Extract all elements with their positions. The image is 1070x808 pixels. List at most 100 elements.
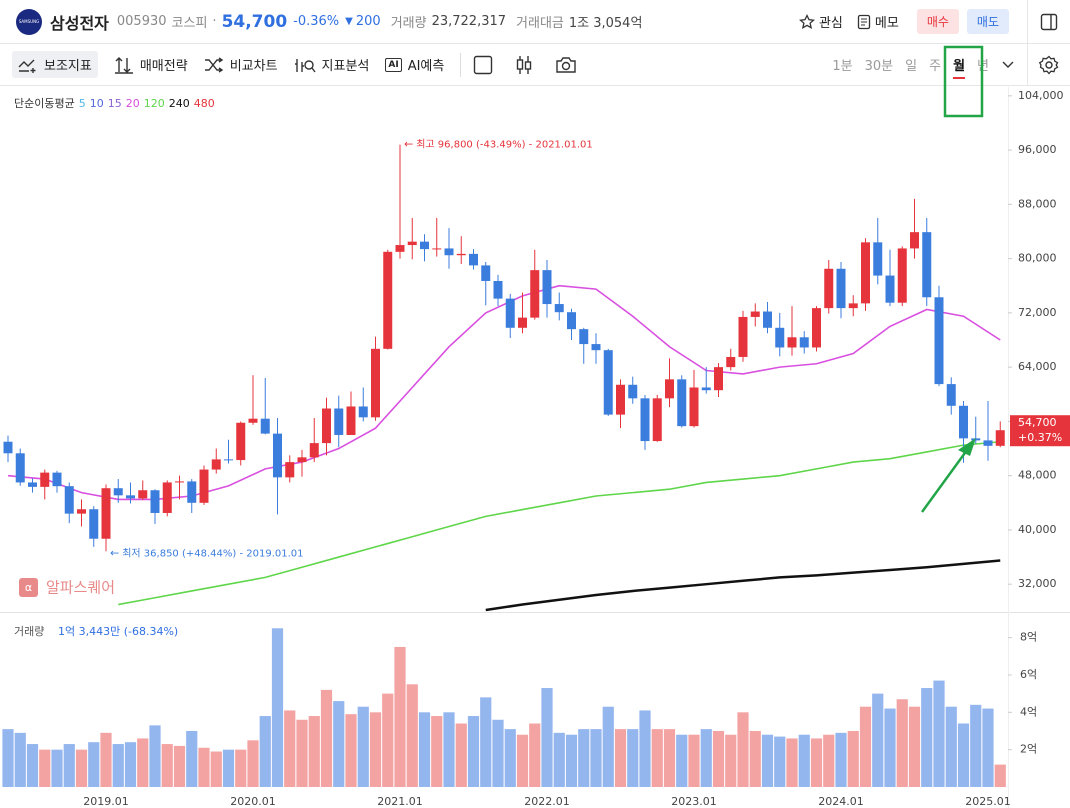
volume-bar bbox=[663, 729, 676, 787]
volume-bar bbox=[676, 734, 688, 787]
settings[interactable] bbox=[1039, 55, 1059, 75]
annotation-text: 최저 36,850 (+48.44%) - 2019.01.01 bbox=[122, 547, 303, 559]
candle-body bbox=[224, 459, 233, 461]
y-tick-label: 72,000 bbox=[1018, 306, 1057, 319]
watch-button[interactable]: 관심 bbox=[798, 12, 843, 31]
candle-body bbox=[530, 270, 540, 318]
volume-bar bbox=[14, 732, 26, 787]
x-tick-label: 2022.01 bbox=[524, 795, 570, 808]
memo-button[interactable]: 메모 bbox=[857, 12, 899, 31]
volume-bar bbox=[161, 744, 173, 787]
candle-body bbox=[885, 275, 895, 303]
volume-bar bbox=[63, 744, 75, 787]
y-tick-label: 48,000 bbox=[1018, 469, 1057, 482]
volume-bar bbox=[137, 738, 149, 787]
candle-body bbox=[211, 459, 221, 470]
candle-body bbox=[138, 490, 148, 499]
tool-candle[interactable] bbox=[515, 55, 539, 75]
tool-strategy[interactable]: 매매전략 bbox=[114, 55, 188, 74]
y-tick-label: 96,000 bbox=[1018, 143, 1057, 156]
candle-body bbox=[187, 481, 197, 503]
candle-body bbox=[726, 356, 736, 368]
candle-body bbox=[40, 472, 50, 487]
candle-body bbox=[677, 379, 687, 427]
volume-bar bbox=[737, 712, 749, 787]
candle-body bbox=[934, 297, 944, 385]
watermark-icon: α bbox=[25, 581, 32, 594]
candle-body bbox=[542, 270, 552, 305]
timeframe[interactable]: 일 bbox=[905, 59, 918, 74]
volume-bar bbox=[382, 693, 394, 787]
candle-body bbox=[273, 433, 282, 478]
volume-bar bbox=[186, 730, 198, 787]
tool-box[interactable] bbox=[473, 55, 499, 75]
timeframe[interactable]: 30분 bbox=[864, 59, 894, 74]
timeframe[interactable]: 1분 bbox=[832, 59, 853, 74]
volume-bar bbox=[467, 716, 480, 787]
volume-bar bbox=[884, 708, 896, 787]
tool-camera[interactable] bbox=[555, 56, 583, 74]
volume-bar bbox=[516, 734, 529, 787]
candle-body bbox=[199, 469, 209, 503]
volume-bar bbox=[529, 723, 541, 787]
volume-bar bbox=[504, 729, 516, 787]
timeframe[interactable]: 주 bbox=[929, 59, 942, 74]
candle-body bbox=[162, 482, 172, 513]
moving-average bbox=[485, 559, 1001, 612]
ma-legend-item: 10 bbox=[90, 97, 104, 110]
volume-bar bbox=[908, 706, 921, 787]
timeframe[interactable]: 월 bbox=[953, 55, 966, 79]
candle-body bbox=[836, 268, 846, 309]
volume-bar bbox=[614, 729, 627, 787]
tool-compare[interactable]: 비교차트 bbox=[204, 55, 278, 74]
candle-body bbox=[922, 232, 932, 298]
dropdown[interactable] bbox=[1001, 60, 1015, 70]
tool-ai[interactable]: AI AI예측 bbox=[385, 55, 444, 74]
candle-body bbox=[371, 348, 380, 418]
sell-button[interactable]: 매도 bbox=[966, 9, 1009, 34]
volume-bar bbox=[480, 697, 492, 787]
ma-legend: 단순이동평균 5 10 15 20 120 240 480 bbox=[14, 97, 215, 110]
y-tick-label: 64,000 bbox=[1018, 360, 1057, 373]
y-tick-label: 56,000 bbox=[1018, 414, 1057, 427]
candle-body bbox=[665, 379, 674, 399]
watch-text: 관심 bbox=[818, 16, 843, 31]
tool-indicator[interactable]: 보조지표 bbox=[12, 51, 98, 78]
volume-bar bbox=[565, 734, 578, 787]
volume-bar bbox=[443, 712, 455, 787]
moving-average bbox=[118, 440, 1001, 606]
candle-body bbox=[848, 303, 858, 309]
candle-body bbox=[995, 430, 1005, 446]
volume-bar bbox=[235, 749, 247, 787]
volume-tick-label: 2억 bbox=[1020, 743, 1037, 756]
candle-body bbox=[738, 316, 748, 357]
candle-body bbox=[910, 232, 919, 249]
volume-bar bbox=[798, 734, 810, 787]
candle-body bbox=[505, 298, 515, 328]
volume-bar bbox=[774, 736, 786, 787]
volume-bar bbox=[296, 719, 308, 787]
candle-body bbox=[64, 486, 74, 514]
candle-body bbox=[763, 311, 772, 328]
volume-bar bbox=[124, 742, 137, 787]
candle-body bbox=[260, 418, 270, 434]
change-arrow: ▼ bbox=[345, 16, 353, 27]
volume-bar bbox=[590, 729, 602, 787]
ma-legend-item: 20 bbox=[126, 97, 140, 110]
volume-bar bbox=[810, 738, 823, 787]
panel-button[interactable] bbox=[1040, 13, 1058, 31]
buy-button[interactable]: 매수 bbox=[916, 9, 959, 34]
volume-bar bbox=[26, 744, 39, 787]
timeframe[interactable]: 년 bbox=[977, 59, 989, 74]
volume-bar bbox=[418, 712, 431, 787]
candle-body bbox=[616, 384, 625, 415]
candle-body bbox=[334, 408, 344, 435]
volume-bar bbox=[345, 714, 357, 787]
candle-body bbox=[873, 242, 883, 276]
volume-bar bbox=[712, 730, 725, 787]
ma-legend-item: 240 bbox=[169, 97, 190, 110]
tool-analysis[interactable]: 지표분석 bbox=[294, 55, 369, 74]
volume-bar bbox=[639, 710, 651, 787]
volume-tick-label: 6억 bbox=[1020, 668, 1037, 681]
